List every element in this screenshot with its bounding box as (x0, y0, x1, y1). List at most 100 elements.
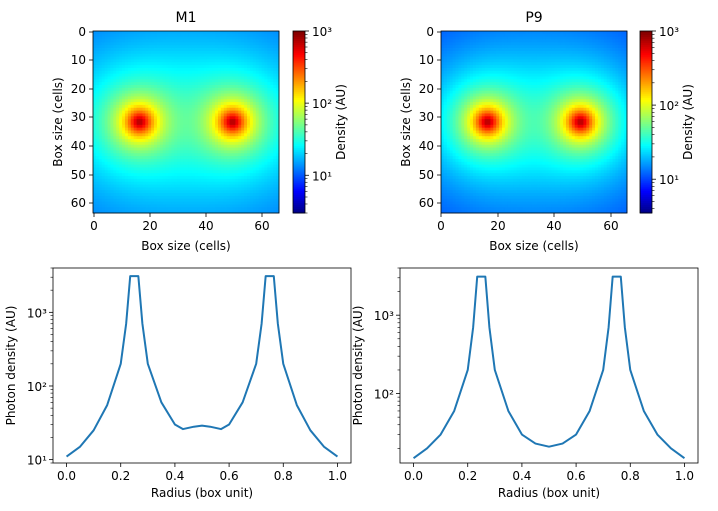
heatmap-cell (223, 147, 228, 151)
heatmap-cell (104, 153, 108, 157)
heatmap-cell (136, 45, 140, 49)
heatmap-cell (186, 53, 190, 57)
heatmap-cell (504, 36, 509, 40)
heatmap-cell (177, 110, 181, 114)
heatmap-cell (455, 39, 459, 43)
heatmap-cell (244, 33, 248, 38)
heatmap-cell (93, 116, 97, 120)
heatmap-cell (273, 210, 277, 214)
heatmap-cell (107, 82, 111, 86)
heatmap-cell (571, 36, 576, 40)
heatmap-cell (177, 104, 181, 109)
heatmap-cell (124, 176, 129, 180)
heatmap-cell (548, 33, 552, 38)
heatmap-cell (212, 147, 216, 151)
heatmap-cell (151, 176, 155, 180)
heatmap-cell (621, 36, 625, 40)
heatmap-cell (95, 116, 100, 120)
heatmap-cell (226, 82, 230, 86)
heatmap-cell (104, 45, 108, 49)
heatmap-cell (162, 67, 167, 72)
heatmap-cell (127, 158, 132, 163)
heatmap-cell (130, 82, 135, 86)
heatmap-cell (130, 204, 135, 208)
heatmap-cell (545, 62, 549, 66)
x-tick-label: 60 (254, 219, 269, 233)
heatmap-cell (124, 93, 129, 97)
colorbar-segment (293, 122, 305, 125)
heatmap-cell (197, 93, 201, 97)
heatmap-cell (209, 85, 213, 89)
heatmap-cell (226, 59, 230, 63)
heatmap-cell (145, 130, 149, 134)
heatmap-cell (603, 45, 608, 49)
heatmap-cell (124, 153, 129, 157)
heatmap-cell (151, 102, 155, 106)
heatmap-cell (139, 73, 143, 77)
heatmap-cell (235, 31, 239, 35)
colorbar-segment (293, 190, 305, 194)
heatmap-cell (212, 144, 216, 148)
heatmap-cell (267, 56, 271, 60)
heatmap-cell (177, 65, 181, 69)
heatmap-cell (104, 50, 108, 55)
heatmap-cell (142, 65, 146, 69)
heatmap-cell (235, 176, 239, 180)
heatmap-cell (229, 45, 233, 49)
heatmap-cell (446, 59, 451, 63)
heatmap-cell (215, 144, 219, 148)
heatmap-cell (554, 53, 558, 57)
heatmap-cell (200, 170, 204, 174)
heatmap-cell (136, 82, 140, 86)
heatmap-cell (217, 59, 222, 63)
heatmap-cell (264, 210, 268, 214)
heatmap-cell (104, 144, 108, 148)
heatmap-cell (267, 39, 271, 43)
heatmap-cell (235, 56, 239, 60)
heatmap-cell (95, 141, 100, 146)
colorbar-segment (293, 204, 305, 208)
heatmap-cell (168, 45, 172, 49)
heatmap-cell (154, 48, 158, 52)
heatmap-cell (191, 62, 196, 66)
heatmap-cell (241, 36, 245, 40)
heatmap-cell (177, 99, 181, 103)
heatmap-cell (249, 181, 254, 185)
heatmap-cell (229, 119, 233, 123)
heatmap-cell (217, 204, 222, 208)
heatmap-cell (455, 48, 459, 52)
heatmap-cell (133, 195, 137, 200)
heatmap-cell (244, 176, 248, 180)
heatmap-cell (554, 48, 558, 52)
heatmap-cell (490, 39, 494, 43)
heatmap-cell (186, 133, 190, 137)
colorbar-segment (293, 198, 305, 202)
heatmap-cell (203, 210, 207, 214)
heatmap-cell (255, 59, 260, 63)
heatmap-cell (249, 110, 254, 114)
heatmap-cell (200, 79, 204, 83)
heatmap-cell (247, 187, 251, 191)
heatmap-cell (156, 204, 161, 208)
heatmap-cell (136, 190, 140, 194)
heatmap-cell (107, 153, 111, 157)
heatmap-cell (510, 45, 515, 49)
heatmap-cell (133, 141, 137, 146)
heatmap-cell (101, 39, 106, 43)
heatmap-cell (615, 31, 619, 35)
heatmap-cell (203, 119, 207, 123)
heatmap-cell (273, 193, 277, 197)
heatmap-cell (101, 204, 106, 208)
heatmap-cell (502, 45, 506, 49)
heatmap-cell (148, 144, 152, 148)
heatmap-cell (206, 56, 210, 60)
heatmap-cell (554, 33, 558, 38)
heatmap-cell (101, 130, 106, 134)
heatmap-cell (481, 33, 485, 38)
colorbar-segment (293, 65, 305, 68)
heatmap-cell (203, 167, 207, 171)
heatmap-cell (151, 59, 155, 63)
heatmap-cell (223, 110, 228, 114)
heatmap-cell (203, 82, 207, 86)
heatmap-cell (203, 36, 207, 40)
